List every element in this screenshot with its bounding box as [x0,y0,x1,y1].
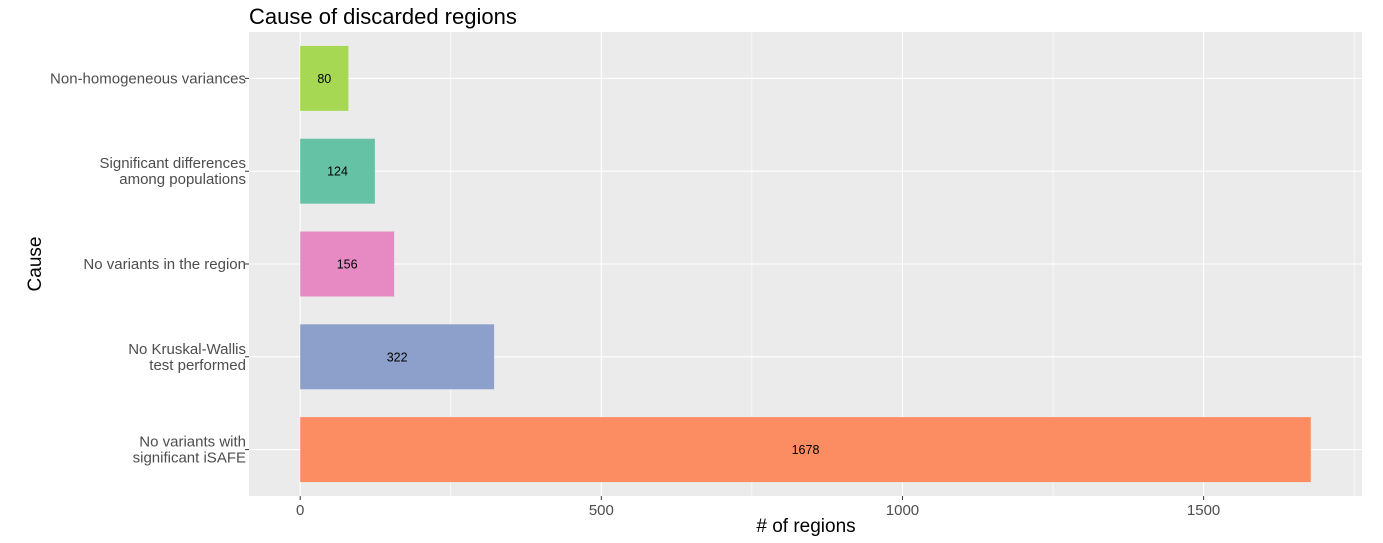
x-tick-label: 1000 [886,502,919,519]
bar-value-labels: 80 124 156 322 1678 [317,72,819,457]
x-tick-label: 0 [296,502,304,519]
bar [300,324,495,390]
y-axis: Non-homogeneous variances Significant dif… [50,70,249,467]
y-tick-label: significant iSAFE [133,450,246,467]
bar-value-label: 322 [387,350,408,364]
bar [300,138,375,204]
y-tick-label: test performed [149,357,246,374]
y-tick-label: No variants in the region [83,256,246,273]
bar [300,417,1311,483]
bar-value-label: 80 [317,72,331,86]
bars [300,45,1311,483]
chart-title: Cause of discarded regions [249,4,517,29]
x-axis: 0 500 1000 1500 [296,496,1220,519]
y-tick-label: No variants with [139,434,246,451]
x-tick-label: 500 [589,502,614,519]
x-tick-label: 1500 [1187,502,1220,519]
bar [300,45,349,111]
y-axis-title: Cause [25,237,46,292]
y-tick-label: Significant differences [100,155,246,172]
y-tick-label: No Kruskal-Wallis [128,341,246,358]
bar-value-label: 124 [327,165,348,179]
bar-value-label: 156 [337,258,358,272]
bar-value-label: 1678 [792,443,820,457]
y-tick-label: Non-homogeneous variances [50,70,246,87]
bar [300,231,395,297]
y-tick-label: among populations [119,171,246,188]
x-axis-title: # of regions [756,516,855,537]
major-gridlines [249,32,1362,496]
